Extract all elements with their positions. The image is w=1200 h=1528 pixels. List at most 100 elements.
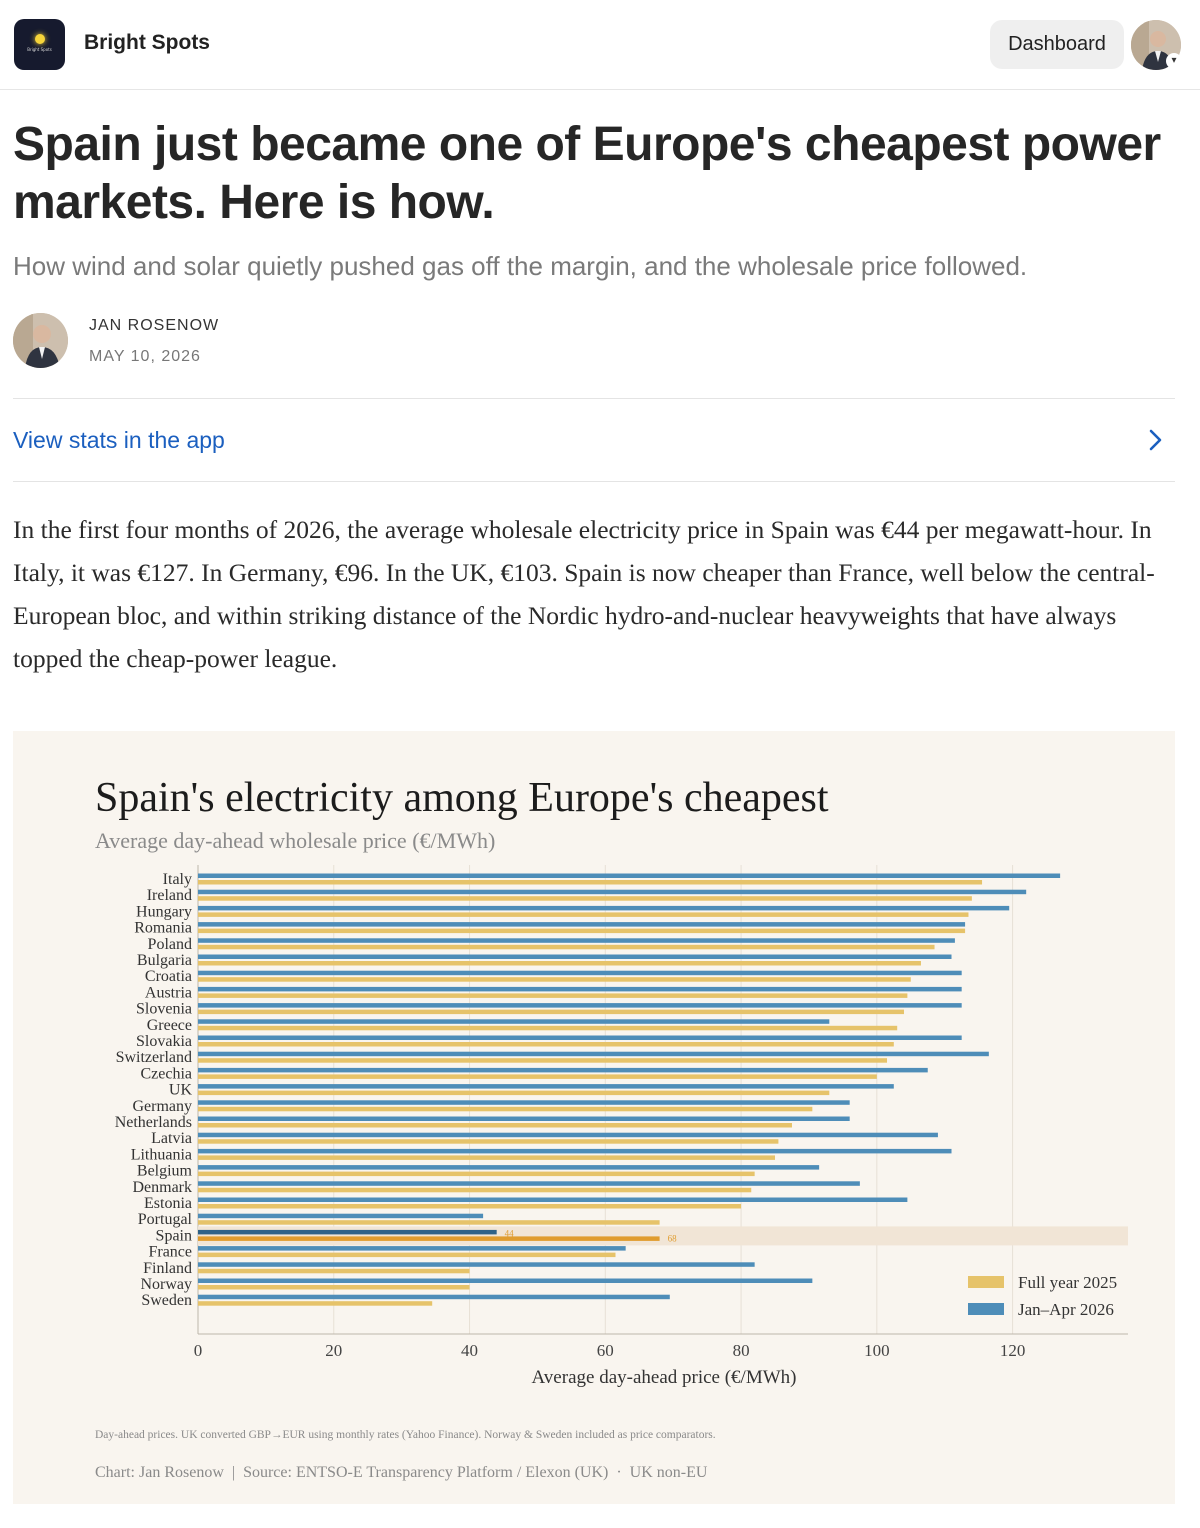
divider — [13, 398, 1175, 399]
bar-jan-apr-belgium — [198, 1165, 820, 1170]
bar-jan-apr-bulgaria — [198, 954, 952, 959]
bar-full-year-slovenia — [198, 1009, 904, 1015]
data-label-jan-apr: 44 — [505, 1228, 515, 1238]
category-label: Czechia — [140, 1065, 192, 1082]
author-name[interactable]: JAN ROSENOW — [89, 317, 220, 334]
tick-label: 0 — [194, 1341, 203, 1360]
category-label: Croatia — [145, 968, 192, 985]
bar-jan-apr-estonia — [198, 1197, 908, 1202]
bar-full-year-germany — [198, 1106, 813, 1112]
chart-card: Spain's electricity among Europe's cheap… — [13, 731, 1175, 1504]
bar-jan-apr-italy — [198, 873, 1061, 878]
bar-full-year-czechia — [198, 1074, 877, 1079]
post-date: MAY 10, 2026 — [89, 348, 201, 365]
category-label: France — [148, 1244, 192, 1261]
bar-full-year-france — [198, 1252, 616, 1258]
sun-logo-icon[interactable]: Bright Spots — [14, 19, 65, 70]
bar-full-year-switzerland — [198, 1058, 888, 1063]
bar-full-year-poland — [198, 944, 935, 950]
bar-full-year-croatia — [198, 977, 911, 982]
bar-jan-apr-ireland — [198, 889, 1027, 895]
bar-full-year-slovakia — [198, 1042, 894, 1047]
category-label: Hungary — [136, 903, 192, 920]
bar-jan-apr-latvia — [198, 1132, 938, 1138]
chart-source: Chart: Jan Rosenow | Source: ENTSO-E Tra… — [95, 1464, 708, 1481]
chart-subtitle: Average day-ahead wholesale price (€/MWh… — [95, 828, 495, 853]
tick-label: 100 — [864, 1341, 890, 1360]
category-labels: ItalyIrelandHungaryRomaniaPolandBulgaria… — [115, 871, 193, 1309]
bar-jan-apr-hungary — [198, 905, 1010, 911]
bar-jan-apr-romania — [198, 922, 966, 927]
tick-labels: 0 20 40 60 80 100 120 — [194, 1341, 1026, 1360]
chart-footnote: Day-ahead prices. UK converted GBP→EUR u… — [95, 1429, 716, 1441]
bar-jan-apr-switzerland — [198, 1051, 989, 1057]
data-label-full-year: 68 — [668, 1233, 678, 1243]
bar-full-year-denmark — [198, 1187, 752, 1193]
category-label: Slovenia — [136, 1001, 192, 1018]
tick-label: 40 — [461, 1341, 478, 1360]
highlight-band — [198, 1226, 1128, 1246]
author-avatar[interactable] — [13, 313, 68, 368]
category-label: Spain — [156, 1227, 192, 1244]
bar-jan-apr-czechia — [198, 1067, 928, 1073]
category-label: Norway — [140, 1276, 192, 1293]
category-label: Estonia — [144, 1195, 192, 1212]
bar-jan-apr-france — [198, 1246, 626, 1251]
category-label: Italy — [163, 871, 192, 888]
bar-jan-apr-austria — [198, 986, 962, 992]
bar-jan-apr-portugal — [198, 1213, 484, 1219]
dashboard-button[interactable]: Dashboard — [990, 20, 1124, 69]
bar-jan-apr-netherlands — [198, 1116, 850, 1121]
legend-swatch-jan-apr — [968, 1303, 1004, 1315]
category-label: Ireland — [147, 887, 192, 904]
bar-full-year-uk — [198, 1090, 830, 1096]
article-subtitle: How wind and solar quietly pushed gas of… — [13, 251, 1028, 281]
person-avatar-icon — [1131, 20, 1181, 70]
chevron-right-icon[interactable] — [1141, 426, 1169, 454]
tick-label: 20 — [325, 1341, 342, 1360]
category-label: Finland — [143, 1260, 192, 1277]
bar-full-year-estonia — [198, 1204, 742, 1209]
bar-jan-apr-sweden — [198, 1294, 670, 1300]
bar-full-year-belgium — [198, 1171, 755, 1177]
bar-full-year-finland — [198, 1268, 470, 1274]
legend-swatch-full-year — [968, 1276, 1004, 1288]
category-label: Greece — [147, 1017, 192, 1034]
chart-legend: Full year 2025 Jan–Apr 2026 — [968, 1273, 1117, 1319]
article-title: Spain just became one of Europe's cheape… — [13, 118, 1161, 229]
bar-jan-apr-slovakia — [198, 1035, 962, 1040]
category-label: Latvia — [151, 1130, 192, 1147]
top-bar: Bright Spots Bright Spots Dashboard ▾ — [0, 0, 1200, 90]
article-paragraph: In the first four months of 2026, the av… — [13, 515, 1155, 673]
bar-full-year-romania — [198, 928, 966, 934]
category-label: Denmark — [132, 1179, 192, 1196]
person-avatar-icon — [13, 313, 68, 368]
view-stats-link[interactable]: View stats in the app — [13, 427, 225, 453]
divider — [13, 481, 1175, 482]
category-label: Switzerland — [116, 1049, 192, 1066]
tick-label: 120 — [1000, 1341, 1026, 1360]
chevron-down-icon[interactable]: ▾ — [1166, 53, 1182, 69]
bar-jan-apr-uk — [198, 1084, 894, 1089]
category-label: Bulgaria — [137, 952, 192, 969]
publication-name[interactable]: Bright Spots — [84, 31, 210, 54]
category-label: Germany — [132, 1098, 192, 1115]
bar-jan-apr-poland — [198, 938, 955, 943]
x-axis-label: Average day-ahead price (€/MWh) — [532, 1367, 797, 1388]
tick-label: 60 — [597, 1341, 614, 1360]
tick-label: 80 — [733, 1341, 750, 1360]
bar-jan-apr-greece — [198, 1019, 830, 1024]
bar-full-year-spain — [198, 1236, 660, 1241]
category-label: Poland — [148, 936, 192, 953]
bar-full-year-netherlands — [198, 1123, 792, 1128]
bar-jan-apr-lithuania — [198, 1148, 952, 1154]
legend-label-full-year: Full year 2025 — [1018, 1273, 1117, 1292]
sun-icon — [35, 34, 45, 44]
user-avatar[interactable] — [1131, 20, 1181, 70]
category-label: Belgium — [137, 1163, 193, 1180]
bar-jan-apr-germany — [198, 1100, 850, 1105]
bar-jan-apr-denmark — [198, 1181, 860, 1186]
highlight-row-band — [198, 1226, 1128, 1246]
bar-series: 44 68 — [198, 873, 1061, 1306]
bar-full-year-hungary — [198, 912, 969, 917]
